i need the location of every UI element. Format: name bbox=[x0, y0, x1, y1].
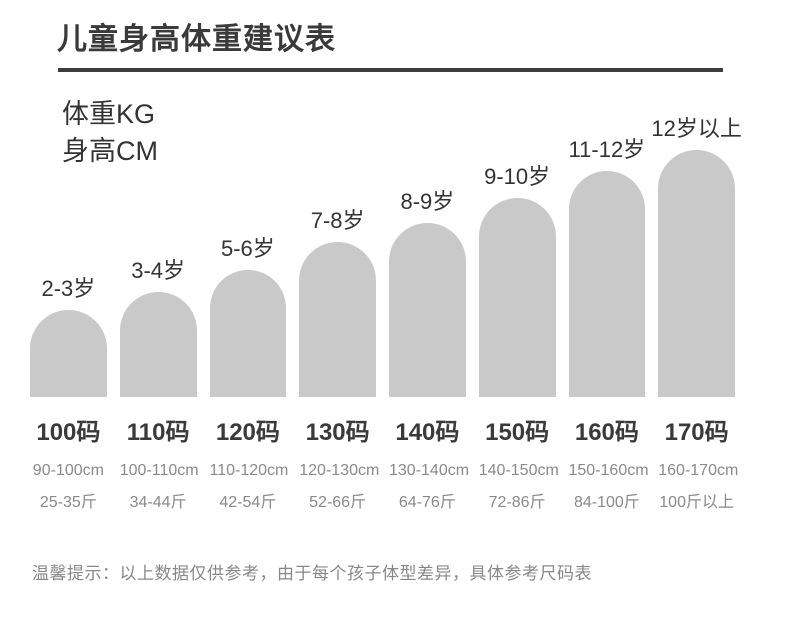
weight-range-label: 52-66斤 bbox=[309, 494, 367, 511]
age-group-label: 2-3岁 bbox=[41, 275, 96, 301]
note-text: 温馨提示：以上数据仅供参考，由于每个孩子体型差异，具体参考尺码表 bbox=[32, 564, 592, 583]
age-group-label: 9-10岁 bbox=[484, 163, 551, 189]
weight-unit-label: 体重KG bbox=[62, 99, 156, 129]
size-code-label: 120码 bbox=[215, 419, 280, 446]
weight-range-label: 72-86斤 bbox=[488, 494, 546, 511]
height-range-label: 160-170cm bbox=[658, 462, 739, 479]
height-range-label: 130-140cm bbox=[389, 462, 470, 479]
size-bar bbox=[389, 223, 466, 397]
chart-column: 5-6岁 bbox=[209, 235, 287, 397]
size-code-label: 100码 bbox=[36, 419, 101, 446]
height-range-label: 120-130cm bbox=[299, 462, 380, 479]
height-range-label: 100-110cm bbox=[119, 462, 199, 479]
height-unit-label: 身高CM bbox=[62, 136, 158, 166]
age-group-label: 12岁以上 bbox=[651, 115, 742, 141]
chart-column: 3-4岁 bbox=[119, 257, 197, 397]
title-underline bbox=[58, 68, 723, 72]
size-code-label: 160码 bbox=[574, 419, 639, 446]
size-bar-chart: 2-3岁 3-4岁 5-6岁 7-8岁 8-9岁 9-10岁 11-12岁 12岁以上 bbox=[30, 100, 742, 397]
height-range-label: 150-160cm bbox=[568, 462, 649, 479]
size-code-label: 130码 bbox=[305, 419, 370, 446]
age-group-label: 7-8岁 bbox=[310, 207, 365, 233]
age-group-label: 11-12岁 bbox=[568, 136, 646, 162]
size-code-label: 110码 bbox=[126, 419, 190, 446]
chart-column: 12岁以上 bbox=[651, 116, 742, 397]
size-bar bbox=[209, 270, 287, 397]
chart-column: 7-8岁 bbox=[299, 207, 376, 397]
weight-range-label: 64-76斤 bbox=[398, 494, 456, 511]
age-group-label: 3-4岁 bbox=[131, 257, 186, 283]
chart-column: 8-9岁 bbox=[389, 188, 466, 397]
size-code-label: 140码 bbox=[395, 419, 460, 446]
size-code-row: 100码 110码 120码 130码 140码 150码 160码 170码 bbox=[30, 412, 735, 447]
age-group-label: 8-9岁 bbox=[400, 188, 455, 214]
height-range-label: 140-150cm bbox=[478, 462, 559, 479]
size-bar bbox=[658, 150, 735, 397]
page-title: 儿童身高体重建议表 bbox=[57, 23, 336, 56]
height-range-label: 110-120cm bbox=[209, 462, 289, 479]
size-bar bbox=[30, 310, 107, 397]
height-range-row: 90-100cm 100-110cm 110-120cm 120-130cm 130-1… bbox=[30, 462, 739, 480]
weight-range-label: 100斤以上 bbox=[659, 494, 734, 511]
chart-column: 2-3岁 bbox=[30, 275, 107, 397]
weight-range-label: 84-100斤 bbox=[573, 494, 640, 511]
size-bar bbox=[478, 198, 556, 397]
weight-range-label: 34-44斤 bbox=[129, 494, 187, 511]
age-group-label: 5-6岁 bbox=[220, 235, 275, 261]
size-code-label: 150码 bbox=[485, 419, 550, 446]
unit-labels: 体重KG 身高CM bbox=[62, 96, 158, 170]
weight-range-label: 42-54斤 bbox=[219, 494, 277, 511]
chart-column: 11-12岁 bbox=[568, 136, 646, 397]
size-bar bbox=[119, 292, 197, 397]
chart-column: 9-10岁 bbox=[478, 163, 556, 397]
size-bar bbox=[299, 242, 376, 397]
size-bar bbox=[568, 171, 646, 397]
weight-range-row: 25-35斤 34-44斤 42-54斤 52-66斤 64-76斤 72-86斤 84-1… bbox=[30, 488, 735, 512]
weight-range-label: 25-35斤 bbox=[39, 494, 97, 511]
size-code-label: 170码 bbox=[664, 419, 729, 446]
height-range-label: 90-100cm bbox=[32, 462, 104, 479]
